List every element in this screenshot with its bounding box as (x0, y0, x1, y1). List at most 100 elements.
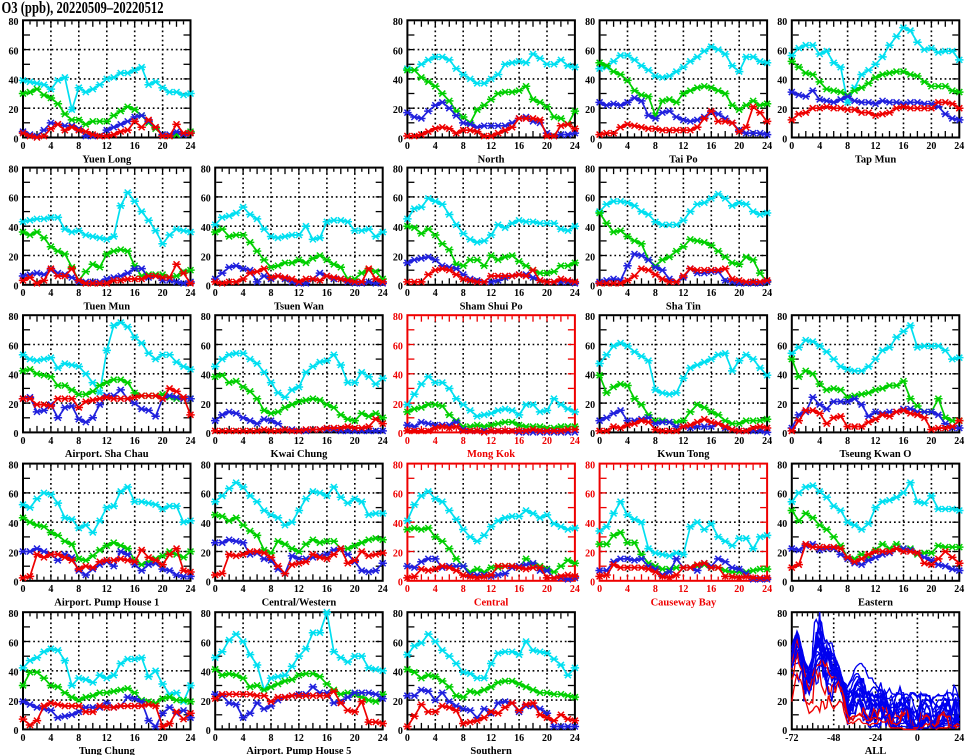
svg-text:8: 8 (653, 584, 658, 595)
svg-text:0: 0 (590, 429, 595, 440)
svg-text:20: 20 (9, 252, 19, 263)
svg-text:60: 60 (9, 638, 19, 649)
svg-text:40: 40 (393, 76, 403, 87)
svg-text:60: 60 (777, 490, 787, 501)
svg-text:0: 0 (21, 288, 26, 299)
svg-text:Eastern: Eastern (858, 598, 893, 609)
svg-text:0: 0 (782, 429, 787, 440)
svg-text:0: 0 (405, 584, 410, 595)
svg-text:0: 0 (597, 584, 602, 595)
svg-text:24: 24 (762, 288, 772, 299)
svg-text:20: 20 (158, 436, 168, 447)
svg-text:8: 8 (269, 288, 274, 299)
svg-text:Tung Chung: Tung Chung (79, 746, 136, 755)
svg-text:4: 4 (241, 733, 246, 744)
svg-text:8: 8 (653, 436, 658, 447)
svg-text:20: 20 (734, 584, 744, 595)
svg-text:4: 4 (241, 584, 246, 595)
svg-text:Causeway Bay: Causeway Bay (651, 598, 717, 609)
svg-text:20: 20 (542, 733, 552, 744)
svg-text:Sha Tin: Sha Tin (666, 302, 701, 313)
svg-text:20: 20 (9, 105, 19, 116)
svg-text:12: 12 (678, 584, 688, 595)
svg-text:0: 0 (206, 726, 211, 737)
svg-text:20: 20 (350, 288, 360, 299)
svg-text:20: 20 (350, 733, 360, 744)
svg-text:O3 (ppb), 20220509–20220512: O3 (ppb), 20220509–20220512 (2, 0, 164, 17)
svg-text:-24: -24 (869, 733, 882, 744)
svg-text:40: 40 (777, 76, 787, 87)
svg-text:24: 24 (762, 436, 772, 447)
svg-text:4: 4 (48, 733, 53, 744)
svg-text:16: 16 (130, 436, 140, 447)
svg-text:0: 0 (597, 436, 602, 447)
svg-text:24: 24 (570, 733, 580, 744)
svg-text:80: 80 (585, 312, 595, 323)
svg-text:20: 20 (734, 436, 744, 447)
svg-text:80: 80 (585, 17, 595, 28)
svg-text:12: 12 (871, 141, 881, 152)
svg-text:Tseung Kwan O: Tseung Kwan O (840, 449, 912, 460)
svg-text:20: 20 (734, 288, 744, 299)
svg-text:20: 20 (585, 400, 595, 411)
svg-text:0: 0 (21, 436, 26, 447)
svg-text:Mong Kok: Mong Kok (467, 449, 515, 460)
svg-text:8: 8 (461, 584, 466, 595)
svg-text:80: 80 (777, 17, 787, 28)
svg-text:40: 40 (777, 519, 787, 530)
svg-text:60: 60 (585, 490, 595, 501)
svg-text:0: 0 (21, 584, 26, 595)
svg-text:24: 24 (378, 584, 388, 595)
svg-text:60: 60 (585, 341, 595, 352)
svg-text:60: 60 (393, 341, 403, 352)
svg-text:12: 12 (102, 584, 112, 595)
svg-text:16: 16 (706, 141, 716, 152)
svg-text:Southern: Southern (470, 746, 512, 755)
svg-text:Tap Mun: Tap Mun (855, 154, 897, 165)
svg-text:20: 20 (201, 548, 211, 559)
svg-text:Central: Central (474, 598, 508, 609)
svg-text:4: 4 (817, 436, 822, 447)
svg-text:20: 20 (777, 697, 787, 708)
svg-text:80: 80 (777, 460, 787, 471)
svg-text:0: 0 (405, 733, 410, 744)
svg-text:24: 24 (762, 141, 772, 152)
svg-text:40: 40 (777, 371, 787, 382)
svg-text:24: 24 (378, 436, 388, 447)
svg-text:4: 4 (48, 436, 53, 447)
svg-text:12: 12 (486, 436, 496, 447)
svg-text:80: 80 (9, 312, 19, 323)
svg-text:North: North (478, 154, 505, 165)
svg-text:20: 20 (9, 548, 19, 559)
svg-text:12: 12 (102, 436, 112, 447)
svg-text:8: 8 (845, 436, 850, 447)
svg-text:16: 16 (130, 141, 140, 152)
svg-text:16: 16 (514, 584, 524, 595)
svg-text:0: 0 (206, 578, 211, 589)
svg-text:24: 24 (186, 141, 196, 152)
svg-text:0: 0 (398, 429, 403, 440)
svg-text:40: 40 (585, 223, 595, 234)
svg-text:20: 20 (393, 400, 403, 411)
svg-text:0: 0 (405, 288, 410, 299)
svg-text:Yuen Long: Yuen Long (82, 154, 132, 165)
svg-text:0: 0 (590, 134, 595, 145)
svg-text:24: 24 (954, 436, 964, 447)
svg-text:20: 20 (158, 584, 168, 595)
svg-text:0: 0 (789, 436, 794, 447)
svg-text:8: 8 (653, 288, 658, 299)
svg-text:16: 16 (322, 436, 332, 447)
svg-text:16: 16 (899, 436, 909, 447)
svg-text:12: 12 (871, 584, 881, 595)
svg-text:0: 0 (782, 726, 787, 737)
svg-text:40: 40 (201, 519, 211, 530)
svg-text:60: 60 (9, 194, 19, 205)
svg-text:Airport. Pump House 1: Airport. Pump House 1 (54, 598, 159, 609)
svg-text:16: 16 (706, 288, 716, 299)
svg-text:0: 0 (789, 584, 794, 595)
svg-text:80: 80 (777, 609, 787, 620)
svg-text:24: 24 (570, 436, 580, 447)
svg-text:0: 0 (398, 726, 403, 737)
svg-text:0: 0 (590, 578, 595, 589)
svg-text:16: 16 (514, 733, 524, 744)
